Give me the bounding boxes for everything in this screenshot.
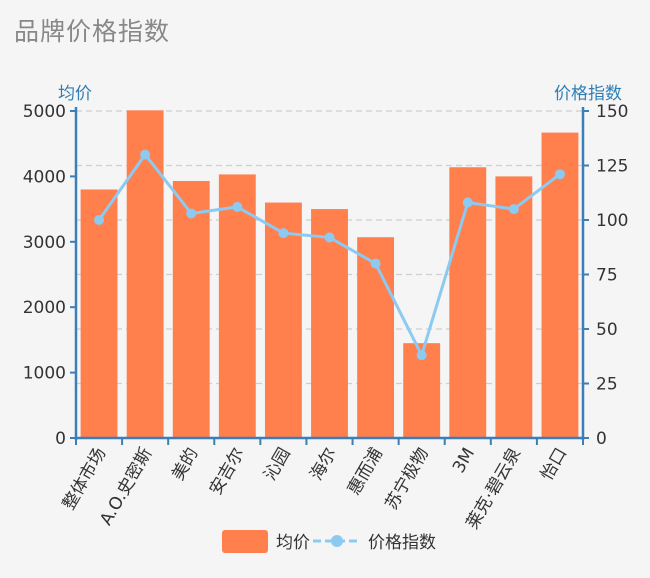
y-left-tick-label: 3000 <box>23 233 66 253</box>
y-right-tick-label: 25 <box>596 375 618 395</box>
price-index-point-6 <box>370 258 381 269</box>
x-tick-label: 整体市场 <box>59 445 110 514</box>
x-tick-label: 怡口 <box>537 445 571 484</box>
bar-9 <box>495 176 533 438</box>
chart-title: 品牌价格指数 <box>14 17 171 46</box>
x-tick-label: 美的 <box>168 445 202 484</box>
price-index-point-4 <box>278 228 289 239</box>
price-index-point-9 <box>508 204 519 215</box>
y-right-tick-label: 75 <box>596 266 618 286</box>
price-index-point-10 <box>554 169 565 180</box>
price-index-point-5 <box>324 232 335 243</box>
price-index-point-8 <box>462 197 473 208</box>
price-index-point-7 <box>416 350 427 361</box>
y-right-tick-label: 50 <box>596 320 618 340</box>
y-left-tick-label: 2000 <box>23 298 66 318</box>
legend-label-bar: 均价 <box>276 533 310 553</box>
y-right-axis-name: 价格指数 <box>554 84 622 104</box>
x-tick-label: 沁园 <box>260 445 294 484</box>
legend-marker-line <box>331 535 343 547</box>
x-tick-label: 苏宁极物 <box>382 445 433 514</box>
price-index-point-2 <box>186 208 197 219</box>
legend-label-line: 价格指数 <box>368 533 436 553</box>
bar-4 <box>264 202 302 438</box>
y-right-tick-label: 0 <box>596 429 607 449</box>
bar-1 <box>126 110 164 438</box>
y-right-tick-label: 100 <box>596 211 628 231</box>
y-right-tick-label: 125 <box>596 157 628 177</box>
price-index-point-0 <box>94 215 105 225</box>
x-tick-label: 安吉尔 <box>206 445 249 499</box>
bar-5 <box>311 209 348 438</box>
y-right-tick-label: 150 <box>596 102 628 122</box>
bar-3 <box>218 174 256 439</box>
y-left-axis-name: 均价 <box>58 84 92 104</box>
x-tick-label: 海尔 <box>307 445 341 484</box>
bar-0 <box>80 189 118 438</box>
y-left-tick-label: 4000 <box>23 167 66 187</box>
bar-6 <box>357 237 395 438</box>
bar-8 <box>449 167 487 438</box>
y-left-tick-label: 5000 <box>23 102 66 122</box>
y-left-tick-label: 1000 <box>23 364 66 384</box>
x-tick-label: 3M <box>449 445 479 477</box>
x-tick-label: 惠而浦 <box>344 445 387 499</box>
legend-swatch-bar <box>222 530 268 553</box>
price-index-point-1 <box>140 149 151 160</box>
price-index-point-3 <box>232 201 243 212</box>
y-left-tick-label: 0 <box>55 429 66 449</box>
bar-2 <box>172 180 210 438</box>
